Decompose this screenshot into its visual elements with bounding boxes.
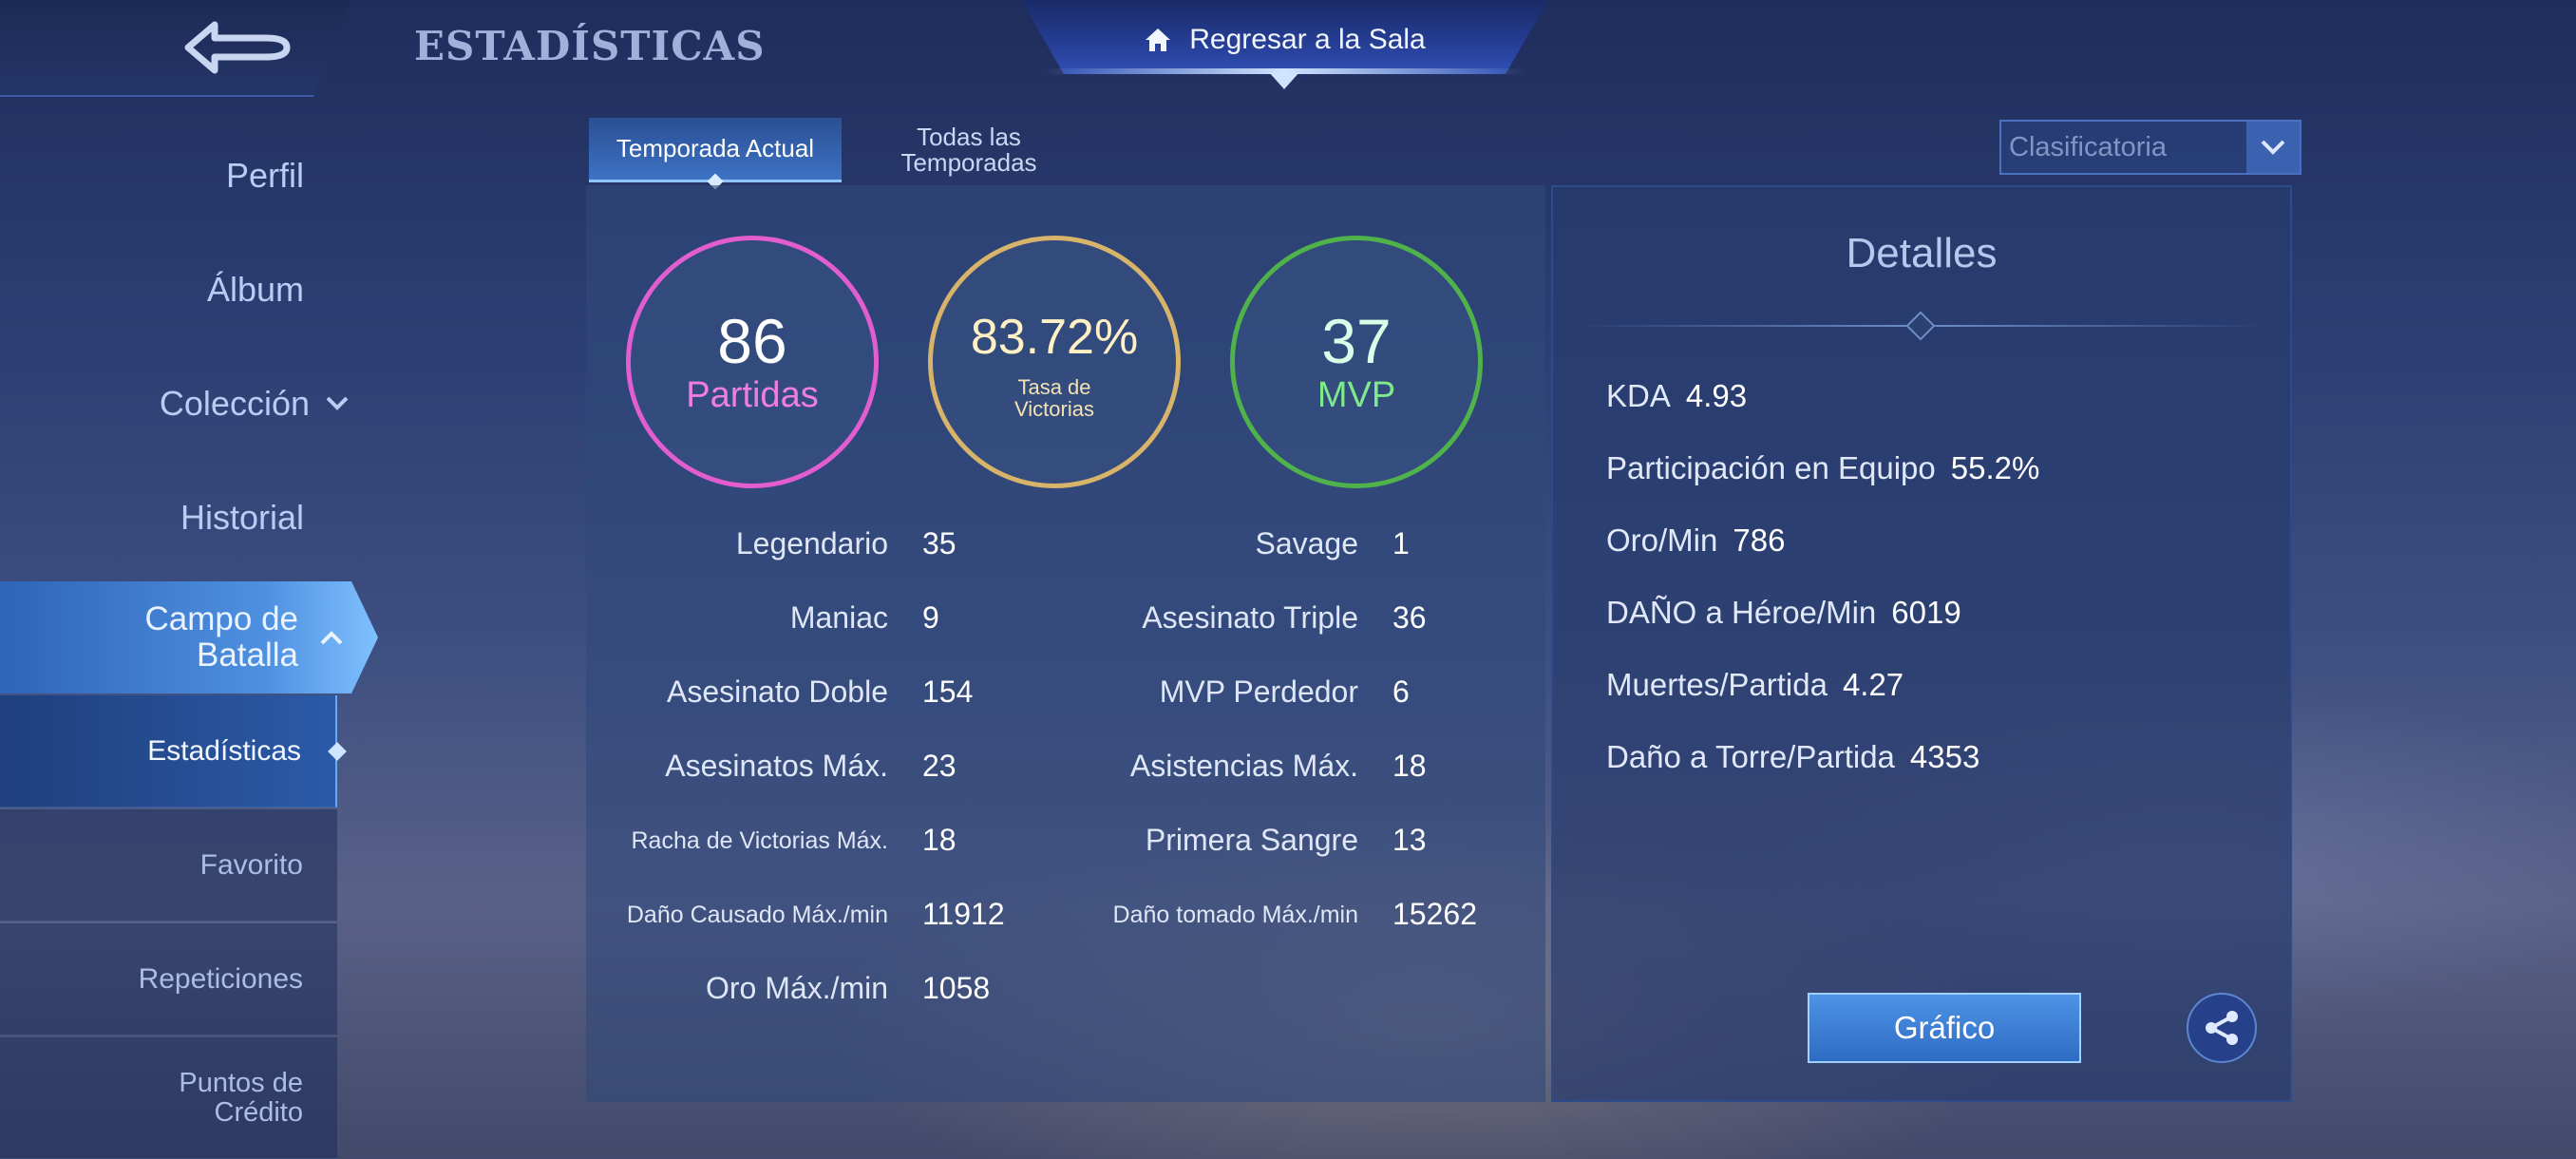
detail-value: 4.27 [1842, 667, 1904, 702]
stat-value: 36 [1392, 600, 1427, 635]
subnav-repeticiones[interactable]: Repeticiones [0, 923, 337, 1036]
subnav-favorito[interactable]: Favorito [0, 809, 337, 922]
stat-value: 154 [922, 674, 974, 709]
chevron-up-icon [320, 631, 343, 645]
stat-label: Asistencias Máx. [1129, 749, 1358, 783]
sidebar-item-perfil[interactable]: Perfil [225, 156, 304, 195]
detail-value: 4353 [1909, 739, 1980, 774]
matches-value: 86 [717, 306, 787, 376]
detail-value: 55.2% [1950, 450, 2040, 485]
sidebar-item-label: Campo de Batalla [144, 600, 298, 674]
home-icon [1146, 28, 1171, 51]
stat-label: Asesinatos Máx. [665, 749, 888, 783]
stat-value: 1058 [922, 971, 991, 1005]
detail-row-muertes: Muertes/Partida 4.27 [1606, 667, 1904, 703]
detail-row-dano-heroe: DAÑO a Héroe/Min 6019 [1606, 595, 1961, 631]
detail-row-kda: KDA 4.93 [1606, 378, 1747, 414]
sidebar-item-album[interactable]: Álbum [206, 270, 304, 309]
stat-value: 6 [1392, 674, 1410, 709]
detail-label: Daño a Torre/Partida [1606, 739, 1895, 774]
stat-value: 13 [1392, 823, 1427, 857]
stat-label: Savage [1255, 526, 1358, 560]
subnav-puntos-de-credito[interactable]: Puntos de Crédito [0, 1037, 337, 1159]
detail-row-participacion: Participación en Equipo 55.2% [1606, 450, 2039, 486]
chevron-down-icon [2261, 140, 2285, 155]
stat-value: 9 [922, 600, 939, 635]
matches-ring: 86 Partidas [626, 236, 879, 488]
stat-value: 18 [922, 823, 957, 857]
detail-label: Oro/Min [1606, 522, 1718, 558]
winrate-ring: 83.72% Tasa de Victorias [928, 236, 1181, 488]
stat-label: Asesinato Triple [1142, 600, 1358, 635]
stat-value: 11912 [922, 897, 1005, 931]
stat-value: 35 [922, 526, 957, 560]
share-icon [2206, 1011, 2238, 1045]
return-to-lobby-label: Regresar a la Sala [1189, 24, 1426, 55]
detail-label: DAÑO a Héroe/Min [1606, 595, 1877, 630]
detail-label: KDA [1606, 378, 1671, 413]
page-title: ESTADÍSTICAS [414, 23, 766, 69]
mode-select-value: Clasificatoria [2009, 131, 2167, 162]
tab-label: Todas las Temporadas [900, 123, 1037, 177]
detail-label: Muertes/Partida [1606, 667, 1828, 702]
stat-label: Racha de Victorias Máx. [631, 827, 889, 854]
banner-tip [1269, 72, 1299, 89]
sidebar-item-label: Colección [159, 384, 310, 423]
stat-label: Legendario [735, 526, 888, 560]
stat-label: Asesinato Doble [666, 674, 888, 709]
sidebar-item-coleccion[interactable]: Colección [160, 384, 350, 424]
chevron-down-icon [326, 396, 349, 410]
tab-temporada-actual[interactable]: Temporada Actual [589, 118, 842, 182]
detail-row-oro-min: Oro/Min 786 [1606, 522, 1785, 559]
graph-button[interactable]: Gráfico [1808, 993, 2081, 1063]
mode-select[interactable]: Clasificatoria [1999, 120, 2301, 175]
back-button[interactable] [176, 13, 304, 84]
details-title: Detalles [1846, 230, 1998, 276]
detail-value: 6019 [1891, 595, 1961, 630]
subnav-label: Puntos de Crédito [179, 1067, 303, 1128]
top-left-panel [0, 0, 351, 97]
sidebar-item-historial[interactable]: Historial [180, 498, 304, 537]
stat-label: Daño Causado Máx./min [626, 902, 888, 928]
winrate-label: Tasa de Victorias [1014, 375, 1094, 421]
detail-value: 786 [1733, 522, 1786, 558]
stat-label: Daño tomado Máx./min [1112, 902, 1358, 928]
dropdown-toggle[interactable] [2246, 122, 2300, 173]
detail-label: Participación en Equipo [1606, 450, 1936, 485]
stat-value: 1 [1392, 526, 1410, 560]
stat-label: MVP Perdedor [1159, 674, 1358, 709]
share-button[interactable] [2187, 993, 2257, 1063]
matches-label: Partidas [686, 375, 819, 415]
detail-row-dano-torre: Daño a Torre/Partida 4353 [1606, 739, 1979, 775]
banner-glow [1045, 68, 1525, 74]
stat-value: 18 [1392, 749, 1427, 783]
subnav-estadisticas[interactable]: Estadísticas [0, 695, 337, 808]
mvp-ring: 37 MVP [1230, 236, 1483, 488]
mvp-value: 37 [1321, 306, 1392, 376]
stat-label: Oro Máx./min [705, 971, 888, 1005]
tab-todas-las-temporadas[interactable]: Todas las Temporadas [855, 118, 1083, 182]
mvp-label: MVP [1316, 375, 1396, 415]
stat-value: 15262 [1392, 897, 1477, 931]
back-arrow-icon [184, 21, 290, 74]
sidebar-item-campo-de-batalla[interactable]: Campo de Batalla [0, 581, 378, 694]
return-to-lobby-button[interactable]: Regresar a la Sala [1021, 0, 1548, 74]
stat-value: 23 [922, 749, 957, 783]
winrate-value: 83.72% [970, 310, 1139, 365]
detail-value: 4.93 [1685, 378, 1748, 413]
stat-label: Primera Sangre [1145, 823, 1358, 857]
stat-label: Maniac [789, 600, 888, 635]
